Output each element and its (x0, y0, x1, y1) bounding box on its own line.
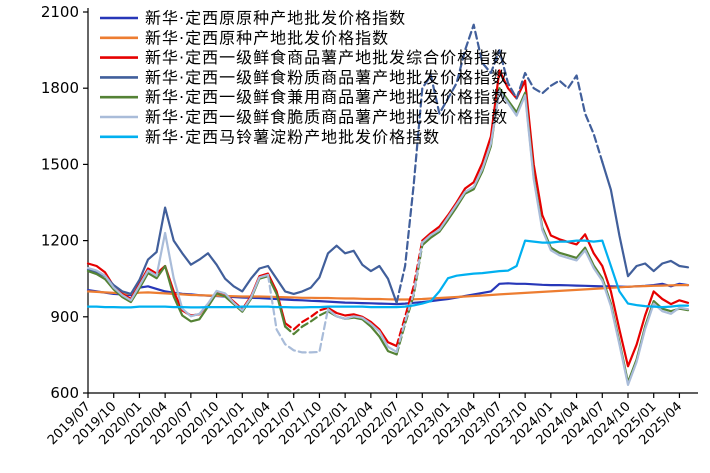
legend-label-xianshi-zonghe: 新华·定西一级鲜食商品薯产地批发综合价格指数 (145, 48, 508, 67)
legend-label-xianshi-cuizhi: 新华·定西一级鲜食脆质商品薯产地批发价格指数 (145, 108, 508, 127)
series-line-xianshi-cuizhi (266, 273, 330, 354)
legend-label-dianfen: 新华·定西马铃薯淀粉产地批发价格指数 (145, 127, 440, 146)
y-tick-label: 1500 (41, 155, 79, 173)
series-line-xianshi-zonghe (326, 306, 398, 348)
legend-label-yuanyuanzhong: 新华·定西原原种产地批发价格指数 (145, 9, 406, 28)
series-line-xianshi-zonghe (284, 306, 330, 331)
series-line-xianshi-fenzhi (395, 23, 604, 304)
series-line-xianshi-fenzhi (601, 160, 690, 278)
series-line-xianshi-cuizhi (395, 241, 424, 353)
series-line-xianshi-zonghe (421, 69, 690, 368)
legend-label-xianshi-fenzhi: 新华·定西一级鲜食粉质商品薯产地批发价格指数 (145, 68, 508, 87)
y-tick-label: 2100 (41, 3, 79, 21)
series-line-xianshi-cuizhi (326, 308, 398, 353)
legend-label-xianshi-jianyong: 新华·定西一级鲜食兼用商品薯产地批发价格指数 (145, 88, 508, 107)
series-line-dianfen (86, 239, 690, 309)
y-tick-label: 1800 (41, 79, 79, 97)
y-tick-label: 600 (50, 384, 79, 402)
series-line-xianshi-jianyong (284, 310, 330, 336)
y-tick-label: 1200 (41, 232, 79, 250)
series-line-xianshi-zonghe (395, 239, 424, 348)
series-line-yuanzhong (86, 284, 690, 301)
y-tick-label: 900 (50, 308, 79, 326)
series-line-xianshi-cuizhi (421, 89, 690, 386)
legend-label-yuanzhong: 新华·定西原种产地批发价格指数 (145, 28, 389, 47)
series-line-xianshi-fenzhi (86, 206, 398, 304)
series-line-xianshi-jianyong (421, 87, 690, 384)
